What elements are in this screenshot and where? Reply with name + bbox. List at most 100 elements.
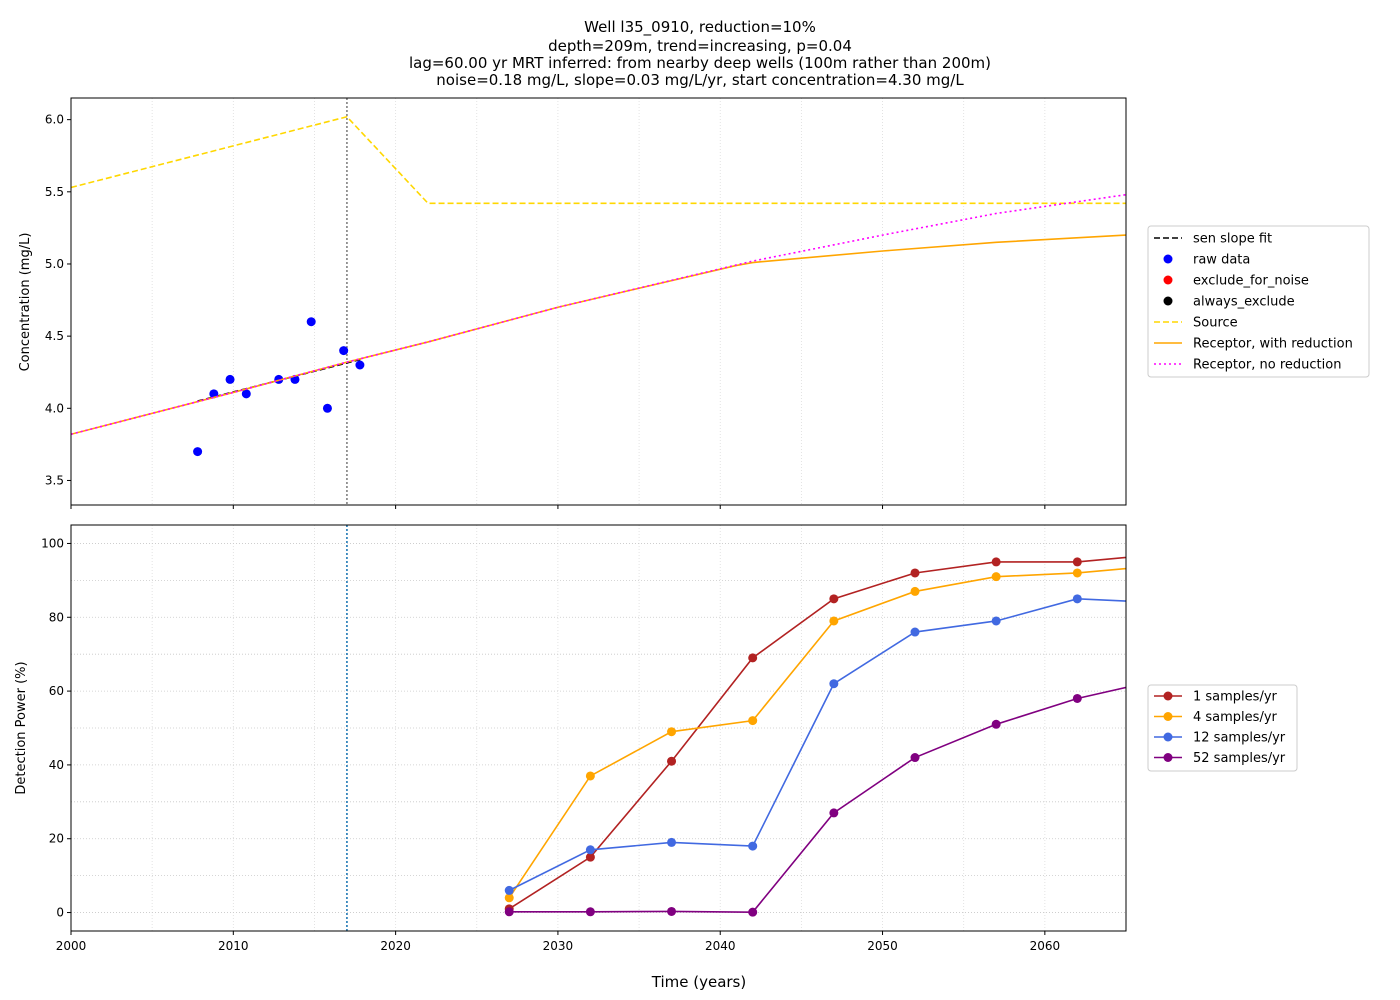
y-tick-label: 100 — [41, 536, 64, 550]
data-point-52-samples-yr — [585, 907, 595, 917]
legend-swatch-marker — [1163, 732, 1173, 742]
data-point-12-samples-yr — [748, 841, 758, 851]
x-tick-label: 2050 — [867, 939, 898, 953]
legend-label: Receptor, with reduction — [1193, 337, 1353, 352]
data-point-4-samples-yr — [585, 771, 595, 781]
data-point-1-samples-yr — [585, 852, 595, 862]
data-point-52-samples-yr — [504, 907, 514, 917]
top-plot-area — [71, 115, 1126, 457]
title-line-1: Well l35_0910, reduction=10% — [584, 18, 816, 37]
data-point-12-samples-yr — [1072, 594, 1082, 604]
y-tick-label: 40 — [49, 758, 64, 772]
concentration-y-axis-label: Concentration (mg/L) — [18, 233, 33, 372]
x-tick-label: 2010 — [218, 939, 249, 953]
top-grid — [151, 98, 1046, 505]
y-tick-label: 80 — [49, 610, 64, 624]
data-point-raw-data — [225, 374, 235, 384]
detection-power-y-axis-label: Detection Power (%) — [14, 661, 29, 794]
legend-label: 1 samples/yr — [1193, 690, 1278, 705]
x-tick-label: 2030 — [543, 939, 574, 953]
data-point-12-samples-yr — [829, 679, 839, 689]
x-tick-label: 2060 — [1030, 939, 1061, 953]
data-point-raw-data — [193, 447, 203, 457]
data-point-raw-data — [306, 317, 316, 327]
y-tick-label: 6.0 — [45, 113, 64, 127]
legend-label: Receptor, no reduction — [1193, 358, 1341, 373]
legend-swatch-marker — [1163, 691, 1173, 701]
series-line-12-samples-yr — [508, 598, 1126, 892]
data-point-4-samples-yr — [1072, 568, 1082, 578]
legend-frame — [1147, 684, 1298, 772]
series-line-receptor-with-reduction — [71, 234, 1126, 436]
data-point-1-samples-yr — [1154, 550, 1163, 559]
data-point-4-samples-yr — [667, 727, 677, 737]
y-tick-label: 5.0 — [45, 257, 64, 271]
y-tick-label: 4.0 — [45, 401, 64, 415]
legend-swatch — [1163, 275, 1173, 285]
data-point-4-samples-yr — [504, 893, 514, 903]
data-point-12-samples-yr — [910, 627, 920, 637]
data-point-4-samples-yr — [910, 586, 920, 596]
title-line-3: lag=60.00 yr MRT inferred: from nearby d… — [409, 54, 991, 72]
data-point-52-samples-yr — [748, 907, 758, 917]
legend-label: 52 samples/yr — [1193, 751, 1286, 766]
title-line-4: noise=0.18 mg/L, slope=0.03 mg/L/yr, sta… — [436, 71, 964, 89]
series-line-52-samples-yr — [509, 686, 1126, 913]
y-tick-label: 5.5 — [45, 185, 64, 199]
y-tick-label: 20 — [49, 832, 64, 846]
data-point-52-samples-yr — [829, 808, 839, 818]
series-line-1-samples-yr — [508, 556, 1126, 910]
data-point-raw-data — [241, 389, 251, 399]
data-point-1-samples-yr — [829, 594, 839, 604]
detection-power-legend: 1 samples/yr 4 samples/yr 12 samples/yr 52 … — [1147, 684, 1298, 772]
series-line-source — [71, 115, 1126, 205]
data-point-1-samples-yr — [910, 568, 920, 578]
legend-label: exclude_for_noise — [1193, 274, 1309, 289]
data-point-12-samples-yr — [585, 845, 595, 855]
top-frame — [70, 97, 1127, 506]
y-tick-label: 3.5 — [45, 473, 64, 487]
legend-swatch — [1163, 296, 1173, 306]
data-point-12-samples-yr — [667, 837, 677, 847]
legend-label: Source — [1193, 316, 1238, 331]
data-point-1-samples-yr — [991, 557, 1001, 567]
bottom-grid — [71, 525, 1126, 931]
data-point-4-samples-yr — [991, 572, 1001, 582]
data-point-4-samples-yr — [1154, 561, 1163, 570]
data-point-raw-data — [355, 360, 365, 370]
bottom-frame — [70, 524, 1127, 932]
data-point-1-samples-yr — [1072, 557, 1082, 567]
data-point-52-samples-yr — [910, 753, 920, 763]
data-point-raw-data — [339, 346, 349, 356]
concentration-legend: sen slope fit raw data exclude_for_noiseal… — [1147, 225, 1370, 378]
concentration-plot: 3.5 4.0 4.5 5.0 5.5 6.0 — [45, 97, 1127, 509]
chart-title: Well l35_0910, reduction=10% depth=209m,… — [409, 18, 991, 89]
data-point-52-samples-yr — [991, 719, 1001, 729]
legend-label: 12 samples/yr — [1193, 731, 1286, 746]
data-point-52-samples-yr — [667, 906, 677, 916]
y-tick-label: 60 — [49, 684, 64, 698]
title-line-2: depth=209m, trend=increasing, p=0.04 — [548, 37, 852, 55]
data-point-4-samples-yr — [748, 716, 758, 726]
legend-swatch-marker — [1163, 712, 1173, 721]
data-point-raw-data — [322, 403, 332, 413]
x-tick-label: 2000 — [56, 939, 87, 953]
legend-frame — [1147, 225, 1370, 378]
y-tick-label: 0 — [56, 906, 64, 920]
legend-label: sen slope fit — [1193, 232, 1272, 247]
legend-label: always_exclude — [1193, 295, 1295, 310]
x-tick-label: 2040 — [705, 939, 736, 953]
data-point-4-samples-yr — [829, 616, 839, 626]
y-tick-label: 4.5 — [45, 329, 64, 343]
time-x-axis-label: Time (years) — [651, 973, 746, 991]
data-point-12-samples-yr — [504, 885, 514, 895]
data-point-12-samples-yr — [991, 616, 1001, 626]
data-point-1-samples-yr — [667, 756, 677, 766]
x-tick-label: 2020 — [380, 939, 411, 953]
series-line-receptor-no-reduction — [71, 193, 1126, 436]
bottom-plot-area — [504, 550, 1163, 917]
data-point-52-samples-yr — [1072, 693, 1082, 703]
data-point-12-samples-yr — [1154, 598, 1163, 607]
